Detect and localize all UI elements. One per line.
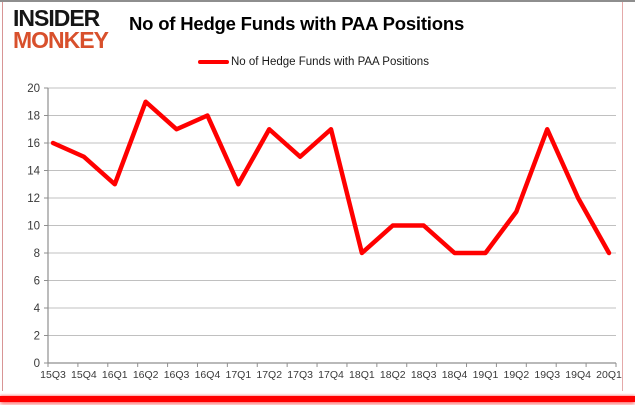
y-tick-label: 18 bbox=[27, 111, 40, 123]
y-tick-label: 8 bbox=[34, 248, 40, 260]
x-tick-label: 15Q3 bbox=[40, 369, 66, 381]
x-tick-label: 18Q4 bbox=[442, 369, 468, 381]
x-tick-label: 16Q3 bbox=[164, 369, 190, 381]
x-tick-label: 19Q2 bbox=[503, 369, 529, 381]
legend-series-label: No of Hedge Funds with PAA Positions bbox=[231, 56, 429, 68]
x-tick-label: 20Q1 bbox=[596, 369, 622, 381]
y-tick-label: 2 bbox=[34, 331, 40, 343]
x-tick-label: 17Q4 bbox=[318, 369, 344, 381]
logo-word-insider: INSIDER bbox=[13, 5, 100, 31]
x-tick-label: 16Q2 bbox=[133, 369, 159, 381]
x-tick-label: 19Q3 bbox=[534, 369, 560, 381]
bottom-red-bar bbox=[0, 396, 635, 402]
x-tick-label: 17Q2 bbox=[256, 369, 282, 381]
x-tick-label: 16Q4 bbox=[195, 369, 221, 381]
logo-word-monkey: MONKEY bbox=[13, 26, 109, 53]
y-tick-label: 14 bbox=[27, 166, 40, 178]
insider-monkey-logo: INSIDER MONKEY bbox=[13, 5, 109, 53]
y-tick-label: 16 bbox=[27, 138, 40, 150]
x-tick-label: 18Q1 bbox=[349, 369, 375, 381]
y-tick-label: 10 bbox=[27, 221, 40, 233]
x-tick-label: 18Q3 bbox=[411, 369, 437, 381]
y-tick-label: 20 bbox=[27, 83, 40, 95]
x-tick-label: 17Q1 bbox=[225, 369, 251, 381]
x-tick-label: 18Q2 bbox=[380, 369, 406, 381]
y-tick-label: 6 bbox=[34, 276, 40, 288]
x-tick-label: 16Q1 bbox=[102, 369, 128, 381]
y-tick-label: 0 bbox=[34, 358, 40, 370]
x-tick-label: 19Q1 bbox=[473, 369, 499, 381]
legend-line-swatch-icon bbox=[198, 59, 229, 65]
frame-top-border bbox=[0, 0, 635, 2]
x-tick-label: 19Q4 bbox=[565, 369, 591, 381]
chart-legend: No of Hedge Funds with PAA Positions bbox=[198, 56, 429, 68]
x-tick-label: 17Q3 bbox=[287, 369, 313, 381]
chart-title: No of Hedge Funds with PAA Positions bbox=[129, 13, 465, 34]
series-line bbox=[50, 99, 612, 256]
frame-right-border bbox=[622, 2, 623, 391]
frame-left-border bbox=[2, 2, 3, 391]
y-tick-label: 4 bbox=[34, 303, 41, 315]
y-tick-label: 12 bbox=[27, 193, 40, 205]
x-tick-label: 15Q4 bbox=[71, 369, 97, 381]
